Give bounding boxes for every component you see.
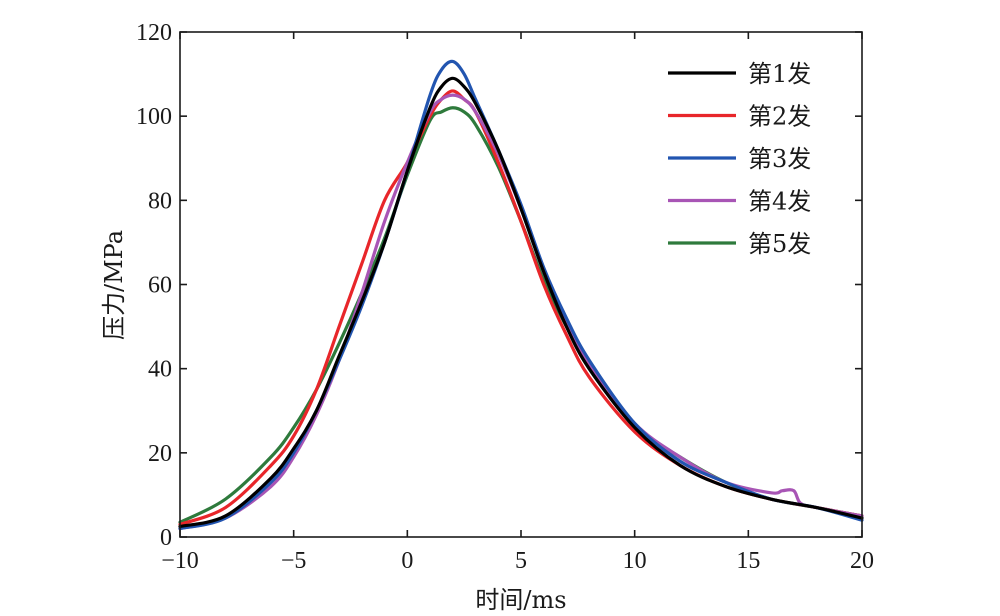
y-tick-label: 60: [148, 273, 172, 299]
x-tick-label: 20: [850, 548, 874, 574]
legend-label-1: 第1发: [748, 60, 811, 88]
axis-ticks: −10 −5 0 5 10 15 20 0 20 40 60 80 100 120: [136, 20, 874, 574]
x-tick-label: 0: [401, 548, 413, 574]
legend-label-5: 第5发: [748, 230, 811, 258]
x-tick-label: 15: [736, 548, 760, 574]
legend-label-2: 第2发: [748, 103, 811, 131]
series-line-1: [178, 76, 864, 529]
x-tick-label: 10: [623, 548, 647, 574]
series-lines: [178, 59, 864, 531]
x-tick-label: −5: [281, 548, 307, 574]
x-axis-title: 时间/ms: [475, 586, 566, 614]
y-tick-label: 100: [136, 104, 172, 130]
legend-label-3: 第3发: [748, 145, 811, 173]
y-tick-label: 120: [136, 20, 172, 46]
y-tick-label: 20: [148, 441, 172, 467]
x-tick-label: −10: [161, 548, 199, 574]
x-tick-label: 5: [515, 548, 527, 574]
y-tick-label: 80: [148, 188, 172, 214]
series-line-3: [178, 59, 864, 531]
y-axis-title: 压力/MPa: [100, 230, 128, 340]
y-tick-label: 40: [148, 357, 172, 383]
y-tick-label: 0: [160, 525, 172, 551]
legend-label-4: 第4发: [748, 188, 811, 216]
